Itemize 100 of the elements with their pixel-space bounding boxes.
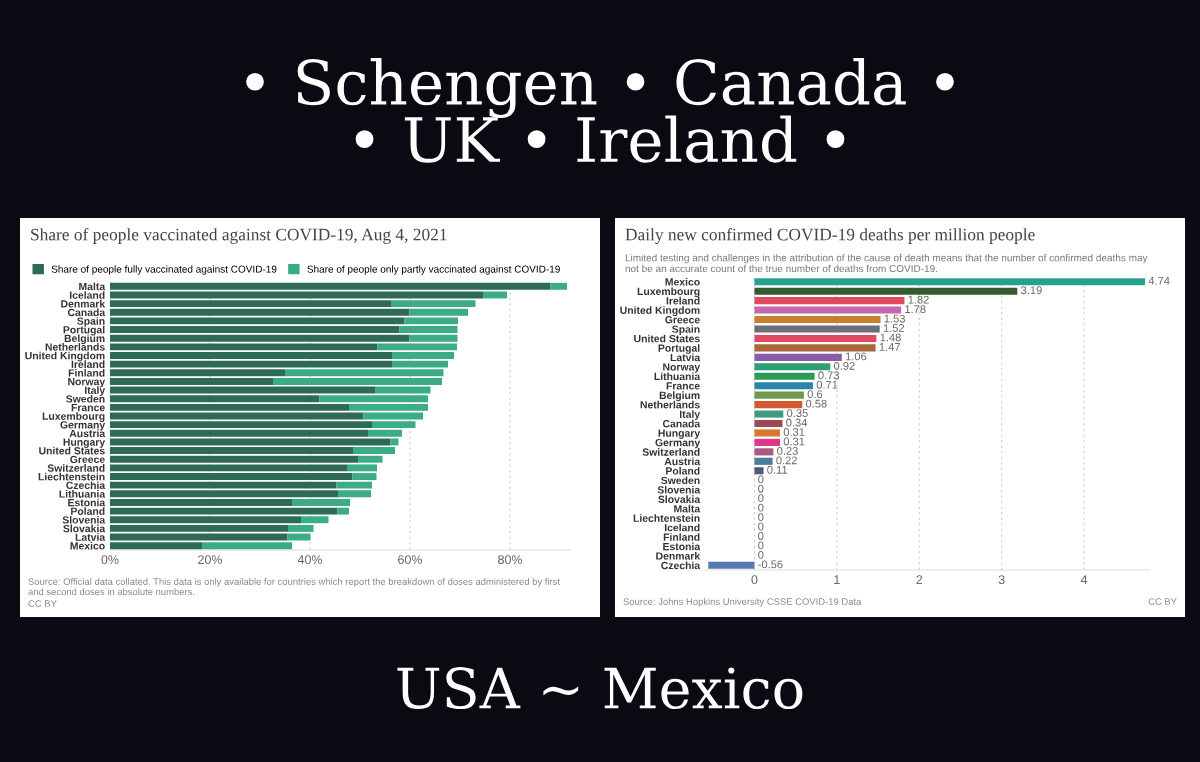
y-tick-label: Sweden [661, 476, 700, 485]
y-tick-label: Austria [664, 457, 701, 466]
data-label: 0.31 [783, 428, 805, 436]
y-tick-label: Portugal [658, 344, 700, 354]
bar [110, 300, 391, 308]
bar [754, 344, 876, 352]
y-tick-label: Slovenia [657, 485, 701, 494]
bar [754, 287, 1018, 295]
y-tick-label: Mexico [70, 541, 105, 550]
bar [110, 524, 288, 532]
y-tick-label: France [666, 382, 700, 390]
y-tick-label: Finland [68, 369, 105, 377]
x-tick-label: 40% [297, 555, 323, 565]
y-tick-label: Switzerland [642, 448, 700, 456]
y-tick-label: Sweden [66, 394, 105, 403]
x-tick-label: 20% [198, 555, 223, 565]
y-tick-label: Ireland [71, 360, 105, 369]
y-tick-label: Poland [71, 507, 105, 515]
bar [110, 473, 353, 480]
y-tick-label: Denmark [656, 552, 701, 560]
data-label: 0.35 [787, 409, 808, 418]
legend-label: Share of people only partly vaccinated against COVID-19 [307, 265, 560, 275]
y-tick-label: Malta [79, 282, 106, 291]
y-tick-label: Slovakia [63, 524, 106, 533]
y-tick-label: Canada [662, 419, 701, 428]
data-label: 0.31 [783, 437, 805, 446]
y-tick-label: Estonia [68, 498, 106, 507]
data-label: 1.47 [879, 343, 900, 351]
bar [754, 438, 780, 446]
data-label: 1.48 [880, 333, 901, 342]
data-label: 1.53 [884, 314, 905, 323]
data-label: 0 [758, 513, 764, 521]
data-label: 0 [758, 494, 764, 503]
bar [288, 524, 314, 532]
bar [110, 282, 551, 290]
y-tick-label: United States [634, 334, 700, 343]
bar [754, 391, 804, 399]
y-tick-label: Latvia [670, 353, 701, 362]
source-note: Source: Johns Hopkins University CSSE COVID-19 Data [623, 598, 862, 607]
y-tick-label: Czechia [66, 481, 106, 490]
data-label: 0.6 [807, 390, 823, 399]
bar [754, 297, 905, 305]
x-tick-label: 0 [751, 575, 758, 585]
y-tick-label: Portugal [63, 325, 105, 336]
y-tick-label: Austria [69, 429, 106, 438]
y-tick-label: Malta [674, 504, 701, 513]
y-tick-label: Liechtenstein [38, 472, 105, 481]
y-tick-label: Italy [679, 410, 701, 420]
y-tick-label: Hungary [658, 429, 701, 439]
x-tick-label: 60% [398, 555, 423, 565]
bar [754, 325, 880, 333]
chart-subtitle: Limited testing and challenges in the attribution of the cause of death means that the number of confirmed deaths may not be an accurate count of the true number of deaths from COVID-19. [625, 254, 1148, 273]
x-tick-label: 2 [916, 575, 923, 584]
x-tick-label: 3 [998, 575, 1005, 585]
y-tick-label: Luxembourg [637, 287, 700, 298]
y-tick-label: Belgium [64, 334, 105, 345]
bar [301, 516, 329, 524]
text: USA ~ Mexico [397, 667, 803, 710]
data-label: 0 [758, 541, 764, 550]
bar [754, 372, 815, 380]
bar [754, 429, 780, 437]
data-label: 1.82 [908, 295, 929, 304]
bar [337, 507, 349, 515]
y-tick-label: Germany [655, 438, 701, 449]
bar [754, 448, 774, 456]
data-label: 1.06 [845, 352, 867, 361]
bar [754, 353, 842, 361]
y-tick-label: Norway [68, 378, 106, 388]
data-label: 0.58 [805, 399, 827, 408]
data-label: 0 [758, 484, 764, 493]
data-label: 4.74 [1148, 276, 1170, 285]
y-tick-label: Hungary [63, 438, 106, 448]
bar [110, 326, 400, 334]
y-tick-label: Lithuania [654, 372, 701, 381]
bar [391, 300, 476, 308]
x-tick-label: 80% [498, 555, 523, 565]
bar [353, 447, 395, 455]
y-tick-label: Iceland [69, 291, 105, 299]
y-tick-label: Latvia [75, 533, 106, 541]
y-tick-label: France [71, 403, 105, 412]
y-tick-label: Mexico [665, 277, 700, 286]
y-tick-label: Norway [663, 363, 701, 373]
y-tick-label: Netherlands [640, 400, 700, 409]
data-label: 0 [758, 475, 764, 484]
y-tick-label: United States [39, 446, 105, 455]
bar [399, 326, 458, 334]
bar [349, 403, 428, 411]
y-tick-label: Canada [67, 308, 106, 317]
bar [754, 467, 764, 475]
bar [392, 352, 454, 359]
data-label: 0 [758, 522, 764, 531]
data-label: 0.71 [816, 380, 838, 389]
x-tick-label: 4 [1080, 575, 1088, 584]
text: CC BY [28, 600, 57, 607]
bar [273, 377, 442, 385]
y-tick-label: Iceland [664, 523, 700, 532]
y-tick-label: United Kingdom [25, 351, 105, 362]
y-tick-label: Greece [70, 455, 105, 464]
y-tick-label: Poland [666, 466, 700, 475]
bar [292, 498, 350, 506]
